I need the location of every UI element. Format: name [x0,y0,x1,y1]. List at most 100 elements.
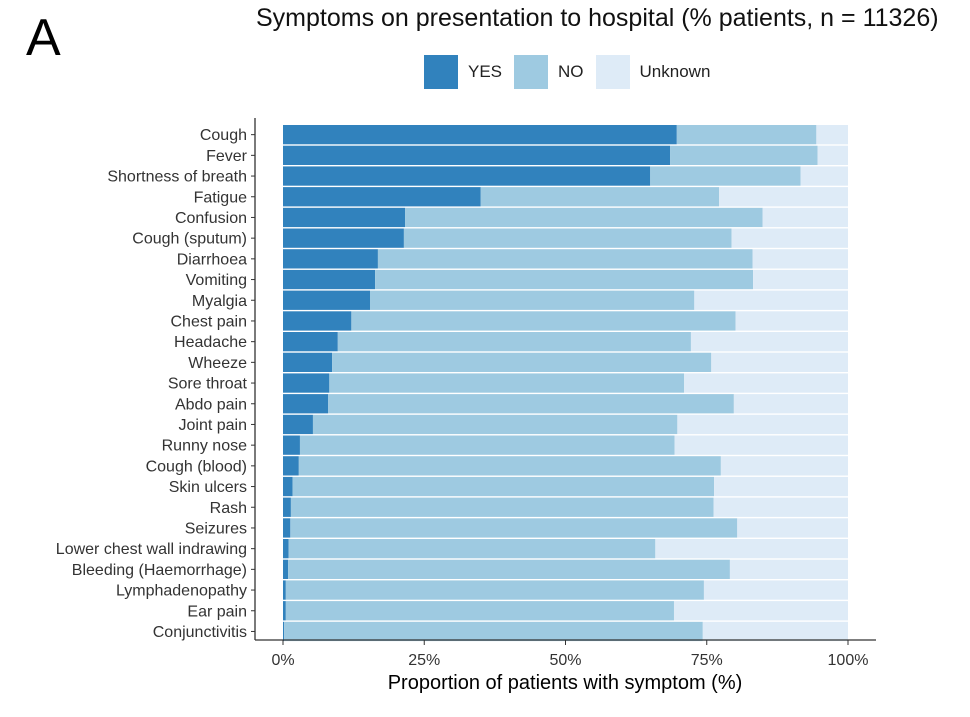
y-tick-label: Vomiting [186,272,247,289]
bar-unknown-15 [674,435,848,455]
bar-yes-14 [283,414,313,435]
x-axis-title: Proportion of patients with symptom (%) [388,672,743,694]
y-axis: Cough Fever Shortness of breath Fatigue Conf… [56,118,256,641]
bar-unknown-20 [655,539,848,559]
y-tick-label: Headache [174,334,247,351]
bar-no-10 [337,332,691,352]
bar-no-6 [377,249,753,269]
bar-unknown-19 [737,518,848,538]
legend-item-no: NO [514,55,584,89]
bar-yes-11 [283,352,333,372]
bar-no-14 [312,414,678,435]
bar-unknown-1 [817,145,848,165]
bar-yes-6 [283,249,378,269]
y-tick-label: Chest pain [171,313,248,330]
y-tick-label: Cough [200,127,247,144]
y-tick-label: Conjunctivitis [153,624,247,641]
bar-unknown-18 [713,497,848,517]
bar-no-1 [670,145,818,165]
legend-label-no: NO [558,62,584,81]
bar-yes-15 [283,435,300,455]
x-tick-label: 0% [271,652,294,669]
bar-yes-4 [283,207,406,228]
x-axis: 0% 25% 50% 75% 100% [255,639,876,669]
bar-yes-8 [283,290,371,310]
bars-layer [283,125,848,642]
bar-no-15 [299,435,675,455]
bar-no-21 [288,559,730,579]
bar-yes-19 [283,518,291,538]
bar-unknown-7 [753,269,848,290]
y-tick-label: Confusion [175,210,247,227]
bar-yes-9 [283,311,352,331]
bar-unknown-2 [800,166,848,186]
bar-yes-18 [283,497,291,517]
bar-unknown-23 [673,601,848,621]
bar-no-19 [290,518,738,538]
y-tick-label: Lower chest wall indrawing [56,541,247,558]
bar-yes-17 [283,476,293,497]
bar-yes-20 [283,539,289,559]
bar-unknown-10 [690,332,848,352]
bar-no-13 [328,394,734,414]
bar-yes-2 [283,166,651,186]
bar-no-24 [284,621,703,642]
bar-unknown-0 [816,125,848,145]
bar-unknown-5 [731,228,848,248]
bar-yes-10 [283,332,338,352]
y-tick-label: Lymphadenopathy [116,583,247,600]
bar-unknown-24 [702,621,848,642]
bar-no-7 [375,269,754,290]
legend-label-yes: YES [468,62,503,81]
bar-no-22 [285,580,704,600]
bar-unknown-17 [714,476,848,497]
bar-no-5 [403,228,732,248]
y-tick-label: Myalgia [192,293,247,310]
y-tick-label: Ear pain [187,603,247,620]
bar-unknown-4 [762,207,848,228]
y-tick-label: Bleeding (Haemorrhage) [72,562,247,579]
bar-unknown-14 [677,414,848,435]
bar-yes-21 [283,559,289,579]
bar-no-16 [298,456,721,476]
x-tick-label: 100% [828,652,869,669]
legend-item-yes: YES [424,55,502,89]
bar-no-17 [292,476,715,497]
bar-unknown-13 [733,394,848,414]
bar-no-20 [288,539,656,559]
bar-no-0 [676,125,817,145]
bar-unknown-16 [720,456,848,476]
legend-swatch-no [514,55,549,89]
bar-unknown-3 [719,187,848,207]
y-tick-label: Sore throat [168,376,248,393]
bar-yes-1 [283,145,671,165]
y-tick-label: Joint pain [179,417,248,434]
x-tick-label: 75% [691,652,723,669]
bar-yes-0 [283,125,677,145]
legend-item-unknown: Unknown [595,55,710,89]
y-tick-label: Fatigue [194,189,247,206]
bar-unknown-8 [694,290,848,310]
x-tick-label: 25% [408,652,440,669]
y-tick-label: Runny nose [162,438,247,455]
bar-no-4 [405,207,763,228]
bar-unknown-11 [711,352,848,372]
bar-no-9 [351,311,736,331]
y-tick-label: Shortness of breath [107,169,247,186]
bar-no-11 [332,352,712,372]
bar-unknown-22 [703,580,848,600]
y-tick-label: Cough (blood) [146,458,247,475]
panel-label: A [26,9,61,67]
legend-swatch-unknown [595,55,630,89]
bar-no-23 [285,601,674,621]
bar-no-12 [329,373,685,393]
bar-unknown-6 [752,249,848,269]
y-tick-label: Fever [206,148,248,165]
bar-no-3 [480,187,720,207]
bar-unknown-12 [684,373,848,393]
bar-yes-16 [283,456,299,476]
legend: YES NO Unknown [424,55,722,89]
y-tick-label: Wheeze [188,355,247,372]
y-tick-label: Skin ulcers [169,479,247,496]
